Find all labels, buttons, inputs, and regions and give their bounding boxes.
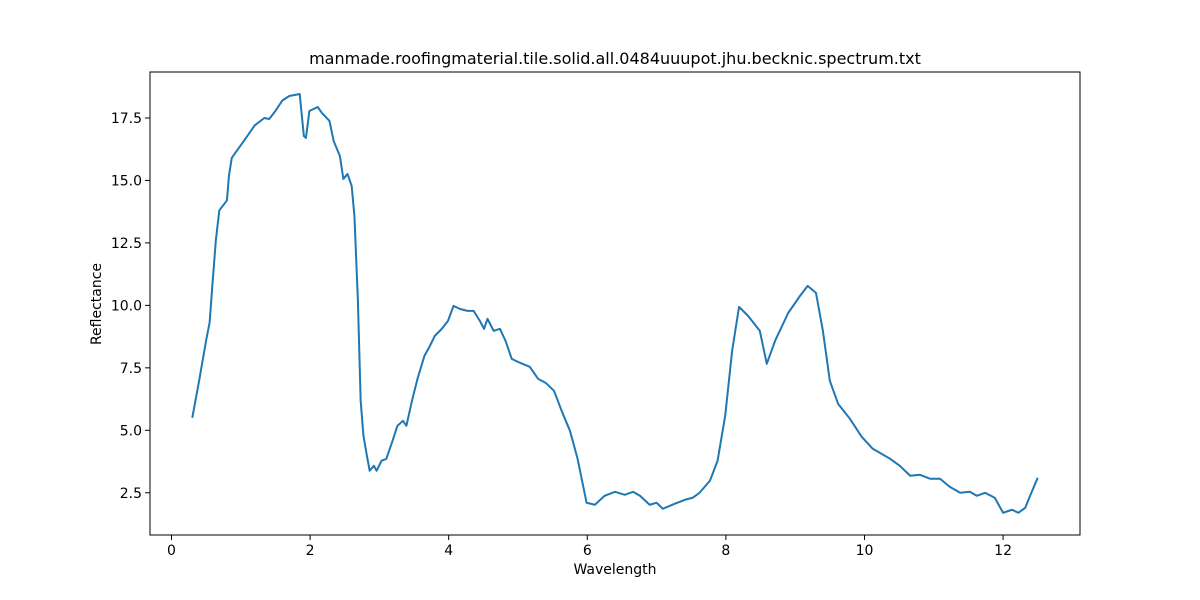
- x-tick-label: 0: [167, 543, 176, 559]
- x-tick-label: 2: [306, 543, 315, 559]
- chart-title: manmade.roofingmaterial.tile.solid.all.0…: [309, 49, 921, 68]
- x-axis-label: Wavelength: [573, 562, 656, 578]
- x-tick-label: 8: [721, 543, 730, 559]
- y-tick-label: 17.5: [111, 111, 142, 127]
- y-tick-label: 5.0: [120, 423, 142, 439]
- line: [191, 92, 1039, 514]
- x-tick-label: 4: [444, 543, 453, 559]
- y-tick-label: 15.0: [111, 173, 142, 189]
- y-tick-label: 7.5: [120, 361, 142, 377]
- y-axis-label: Reflectance: [89, 263, 105, 345]
- y-tick-label: 12.5: [111, 236, 142, 252]
- y-tick-label: 2.5: [120, 486, 142, 502]
- x-tick-label: 6: [583, 543, 592, 559]
- y-tick-label: 10.0: [111, 298, 142, 314]
- plot-frame: [149, 71, 1081, 536]
- x-tick-label: 10: [856, 543, 874, 559]
- x-tick-label: 12: [994, 543, 1012, 559]
